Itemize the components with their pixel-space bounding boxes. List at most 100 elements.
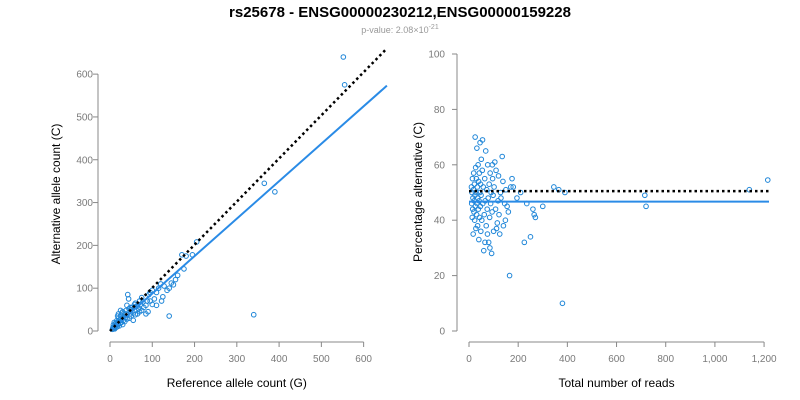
right-data-point <box>502 217 509 223</box>
right-data-point <box>484 206 490 212</box>
right-y-tick-label: 20 <box>434 271 446 282</box>
right-data-point <box>493 167 499 174</box>
left-x-tick-label: 100 <box>144 354 161 365</box>
right-data-point <box>510 184 517 190</box>
right-data-point <box>521 239 528 246</box>
left-x-tick-label: 200 <box>186 354 203 365</box>
right-data-point <box>478 192 484 199</box>
right-data-point <box>489 175 496 182</box>
left-y-tick-label: 300 <box>76 198 93 209</box>
right-data-point <box>484 162 491 168</box>
right-y-axis-label: Percentage alternative (C) <box>411 122 425 262</box>
right-data-point <box>485 239 492 246</box>
right-data-point <box>531 211 537 218</box>
right-data-point <box>473 175 480 182</box>
left-data-point <box>341 82 348 88</box>
right-data-point <box>474 145 480 151</box>
right-data-point <box>746 186 753 193</box>
right-data-point <box>471 181 478 187</box>
right-data-point <box>469 175 476 182</box>
left-data-point <box>114 313 121 319</box>
right-y-tick-label: 100 <box>428 50 445 61</box>
right-data-point <box>475 206 482 212</box>
left-y-tick-label: 600 <box>76 70 93 81</box>
right-data-point <box>490 228 497 235</box>
right-data-point <box>479 137 486 143</box>
right-data-point <box>642 192 648 199</box>
left-y-tick-label: 200 <box>76 241 93 252</box>
right-data-point <box>496 231 503 237</box>
right-data-point <box>496 211 502 218</box>
right-data-point <box>481 211 488 218</box>
right-data-point <box>477 189 483 196</box>
right-x-tick-label: 0 <box>466 354 472 365</box>
left-y-tick-label: 500 <box>76 112 93 123</box>
chart-subtitle: p-value: 2.08×10-21 <box>0 24 800 35</box>
right-x-tick-label: 400 <box>559 354 576 365</box>
right-data-point <box>469 206 476 212</box>
right-data-point <box>480 247 487 254</box>
right-data-point <box>500 222 507 229</box>
left-y-axis-label: Alternative allele count (C) <box>49 124 63 265</box>
right-data-point <box>474 222 481 229</box>
left-data-point <box>124 291 131 298</box>
right-data-point <box>470 170 477 176</box>
right-x-axis-label: Total number of reads <box>559 376 675 390</box>
left-reference-line <box>109 47 388 332</box>
right-data-point <box>469 189 475 196</box>
right-data-point <box>483 222 490 229</box>
left-data-point <box>164 287 170 294</box>
right-data-point <box>493 225 500 232</box>
right-data-point <box>532 214 539 221</box>
right-y-tick-label: 60 <box>434 160 446 171</box>
right-data-point <box>472 134 478 140</box>
right-data-point <box>500 178 506 185</box>
right-data-point <box>485 195 491 201</box>
left-x-tick-label: 400 <box>271 354 288 365</box>
left-y-tick-label: 100 <box>76 284 93 295</box>
right-data-point <box>527 234 534 240</box>
left-data-point <box>147 298 153 304</box>
left-fit-line <box>109 84 388 332</box>
right-y-tick-label: 0 <box>439 327 445 338</box>
left-data-point <box>250 311 257 318</box>
right-data-point <box>764 177 771 183</box>
right-data-point <box>514 195 520 201</box>
right-data-point <box>473 225 479 232</box>
right-y-tick-label: 40 <box>434 216 446 227</box>
left-y-tick-label: 0 <box>87 327 93 338</box>
right-data-point <box>482 239 488 246</box>
left-x-tick-label: 500 <box>313 354 330 365</box>
right-data-point <box>478 228 484 235</box>
left-data-point <box>130 317 137 324</box>
right-data-point <box>478 156 485 163</box>
pvalue-exponent: -21 <box>428 24 439 31</box>
right-data-point <box>486 181 492 187</box>
right-data-point <box>495 173 502 179</box>
left-x-tick-label: 300 <box>228 354 245 365</box>
right-x-tick-label: 1,200 <box>752 354 777 365</box>
left-data-point <box>136 298 143 304</box>
right-data-point <box>487 170 493 176</box>
pvalue-text: p-value: 2.08×10 <box>361 25 429 35</box>
right-data-point <box>476 214 483 221</box>
right-data-point <box>551 184 557 190</box>
right-data-point <box>497 189 504 196</box>
right-data-point <box>474 184 481 190</box>
right-data-point <box>494 220 501 226</box>
right-data-point <box>489 162 496 168</box>
right-data-point <box>506 272 513 279</box>
right-data-point <box>469 214 475 221</box>
right-data-point <box>486 214 493 221</box>
right-data-point <box>539 203 546 210</box>
right-data-point <box>482 148 489 154</box>
left-data-point <box>168 280 175 286</box>
left-x-tick-label: 0 <box>107 354 113 365</box>
left-data-point <box>261 180 268 187</box>
right-data-point <box>530 206 536 212</box>
right-data-point <box>481 175 488 182</box>
left-data-point <box>151 296 158 302</box>
right-data-point <box>509 175 515 182</box>
right-x-tick-label: 600 <box>608 354 625 365</box>
right-data-point <box>470 195 476 201</box>
